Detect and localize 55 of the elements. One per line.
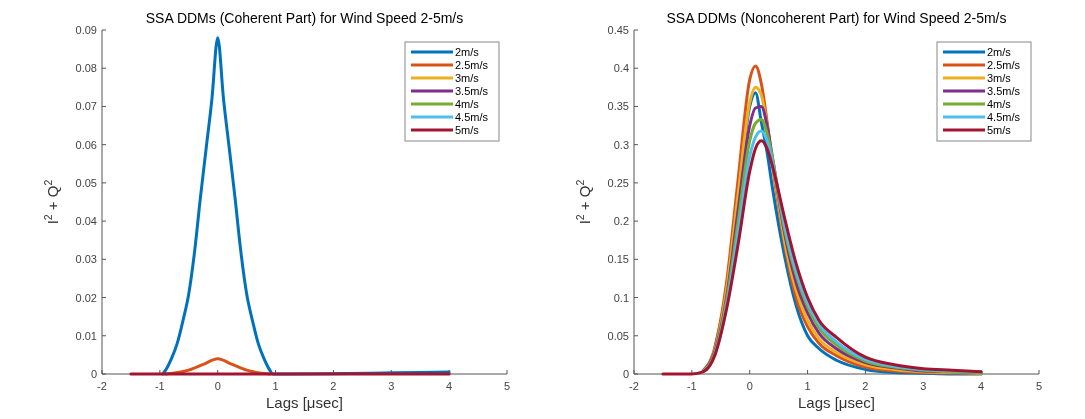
legend-label: 3m/s [455,72,480,84]
legend-label: 2.5m/s [987,59,1021,71]
y-tick-label: 0.09 [75,24,97,36]
chart-title: SSA DDMs (Coherent Part) for Wind Speed 2-5m/s [145,10,464,26]
y-tick-label: 0.1 [613,291,629,304]
y-tick-label: 0 [622,368,629,380]
x-tick-label: 0 [746,380,753,392]
y-tick-label: 0.45 [607,24,629,36]
x-axis-title: Lags [μsec] [797,394,876,411]
x-tick-label: -2 [97,380,107,392]
x-tick-label: -1 [686,380,697,392]
chart-title: SSA DDMs (Noncoherent Part) for Wind Speed 2-5m/s [666,10,1007,26]
x-tick-label: 0 [214,380,221,392]
y-tick-label: 0.01 [75,329,97,342]
x-tick-label: 2 [862,380,869,392]
y-tick-label: 0.05 [75,176,97,189]
legend-label: 4m/s [987,98,1012,110]
line-series [661,139,983,376]
y-tick-label: 0.15 [607,253,629,266]
y-tick-label: 0.02 [75,291,97,304]
x-tick-label: 2 [330,380,337,392]
x-tick-label: 5 [503,380,511,392]
legend-label: 4.5m/s [455,111,489,123]
y-tick-label: 0.05 [607,329,629,342]
y-tick-label: 0.08 [75,62,97,75]
y-tick-label: 0.4 [613,62,629,75]
x-tick-label: 1 [804,380,811,392]
legend-label: 3.5m/s [455,85,489,97]
y-tick-label: 0.25 [607,176,629,189]
y-tick-label: 0.06 [75,138,97,151]
legend-label: 4.5m/s [987,111,1021,123]
y-tick-label: 0.35 [607,100,629,113]
y-tick-label: 0.3 [613,138,629,151]
y-tick-label: 0.2 [613,215,629,228]
y-tick-label: 0.03 [75,253,97,266]
legend-label: 5m/s [455,124,480,136]
x-tick-label: 3 [920,380,927,392]
y-tick-label: 0.07 [75,100,97,113]
legend-label: 3m/s [987,72,1012,84]
legend-label: 5m/s [987,124,1012,136]
legend-label: 3.5m/s [987,85,1021,97]
x-tick-label: 3 [388,380,395,392]
x-tick-label: 5 [1035,380,1043,392]
legend-label: 4m/s [455,98,480,110]
x-tick-label: -1 [154,380,165,392]
legend-label: 2.5m/s [455,59,489,71]
x-tick-label: 1 [272,380,279,392]
x-axis-title: Lags [μsec] [265,394,344,411]
x-tick-label: 4 [446,380,453,392]
legend-label: 2m/s [987,46,1012,58]
x-tick-label: 4 [978,380,985,392]
y-tick-label: 0.04 [75,215,97,228]
y-tick-label: 0 [90,368,97,380]
legend-label: 2m/s [455,46,480,58]
x-tick-label: -2 [629,380,639,392]
